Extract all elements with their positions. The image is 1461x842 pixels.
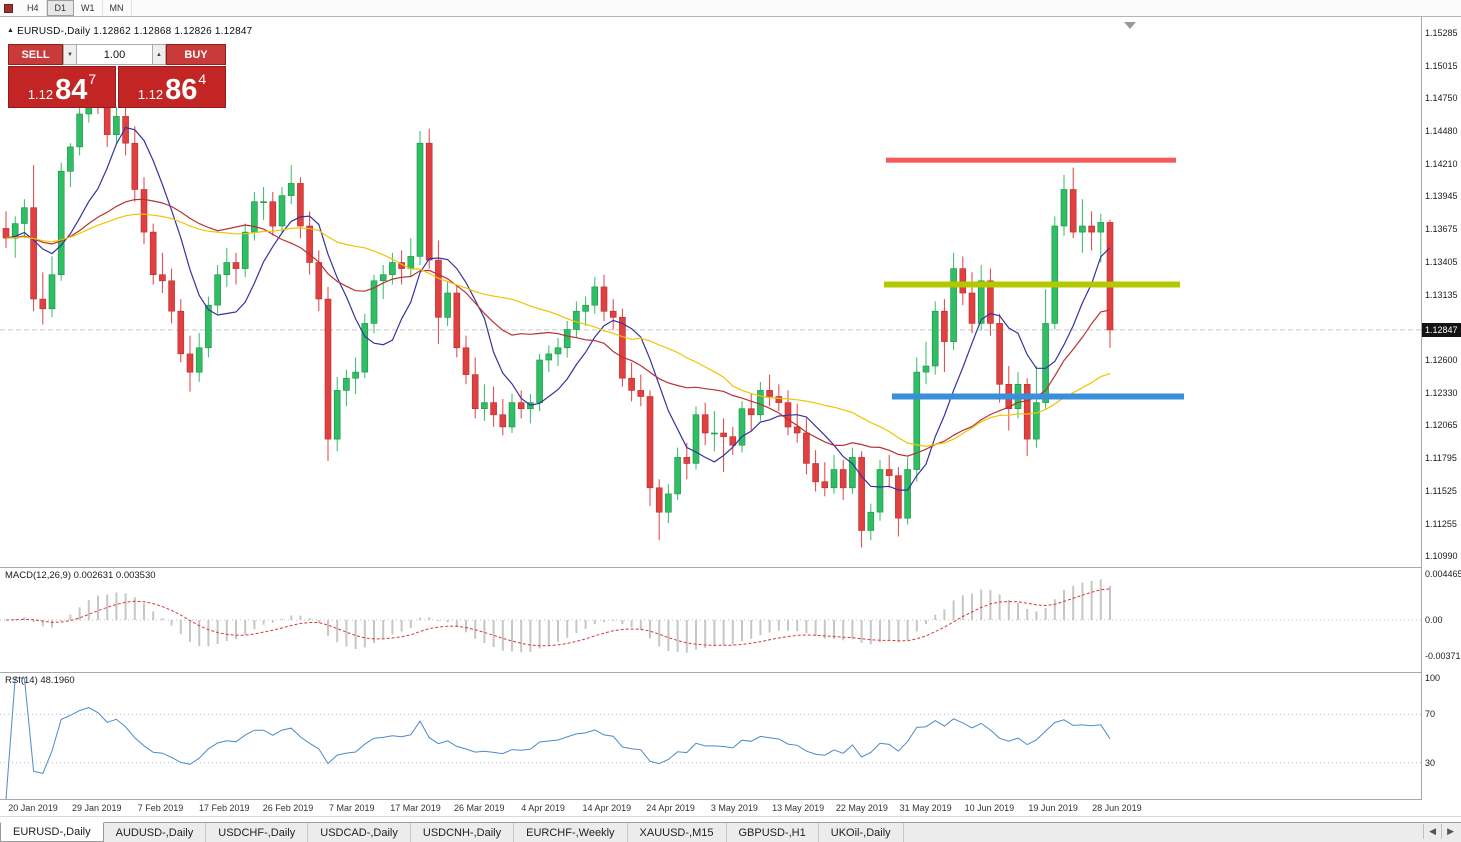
tab-scroll-right-button[interactable]: ▶: [1441, 824, 1459, 839]
tab-usdcad-daily[interactable]: USDCAD-,Daily: [308, 823, 411, 842]
tab-eurchf-weekly[interactable]: EURCHF-,Weekly: [514, 823, 628, 842]
buy-price-panel[interactable]: 1.12 86 4: [118, 66, 226, 108]
panel-separator[interactable]: [0, 799, 1461, 800]
tab-ukoil-daily[interactable]: UKOil-,Daily: [819, 823, 904, 842]
sell-price-sup: 7: [88, 71, 97, 87]
price-axis-tick: 1.13675: [1425, 224, 1458, 235]
tab-usdchf-daily[interactable]: USDCHF-,Daily: [206, 823, 309, 842]
lot-decrease-button[interactable]: ▼: [63, 44, 77, 65]
price-axis-tick: 1.15015: [1425, 60, 1458, 71]
price-axis-tick: 1.12330: [1425, 387, 1458, 398]
price-axis[interactable]: 1.15285 1.15015 1.14750 1.14480 1.14210 1.139…: [1422, 17, 1461, 816]
current-price-label: 1.12847: [1422, 322, 1461, 337]
tab-xauusd-m15[interactable]: XAUUSD-,M15: [628, 823, 727, 842]
macd-panel-canvas[interactable]: [0, 568, 1421, 677]
date-label: 19 Jun 2019: [1028, 803, 1078, 813]
tab-audusd-daily[interactable]: AUDUSD-,Daily: [104, 823, 207, 842]
chart-tab-bar: EURUSD-,Daily AUDUSD-,Daily USDCHF-,Daily U…: [0, 822, 1461, 842]
price-axis-tick: 1.14210: [1425, 158, 1458, 169]
date-label: 26 Feb 2019: [262, 803, 314, 813]
macd-header: MACD(12,26,9) 0.002631 0.003530: [5, 570, 156, 581]
lot-increase-button[interactable]: ▲: [152, 44, 166, 65]
price-axis-tick: 1.11525: [1425, 485, 1457, 496]
date-label: 17 Feb 2019: [198, 803, 250, 813]
date-label: 20 Jan 2019: [8, 803, 58, 813]
date-label: 7 Mar 2019: [329, 803, 375, 813]
date-label: 22 May 2019: [835, 803, 888, 813]
date-label: 4 Apr 2019: [521, 803, 565, 813]
date-label: 29 Jan 2019: [71, 803, 122, 813]
symbol-ohlc-text: EURUSD-,Daily 1.12862 1.12868 1.12826 1.…: [17, 26, 253, 37]
price-axis-tick: 1.12600: [1425, 354, 1458, 365]
sell-price-panel[interactable]: 1.12 84 7: [8, 66, 116, 108]
date-label: 13 May 2019: [772, 803, 825, 813]
symbol-marker-icon: ▲: [7, 27, 15, 34]
tab-scroll-controls: ◀ ▶: [1423, 824, 1459, 839]
buy-button[interactable]: BUY: [166, 44, 226, 65]
price-axis-tick: 1.11795: [1425, 452, 1457, 463]
sell-price-big: 84: [55, 74, 88, 106]
price-axis-separator: [1421, 17, 1422, 799]
timeframe-buttons: H4 D1 W1 MN: [20, 0, 132, 16]
timeframe-toolbar: H4 D1 W1 MN: [0, 0, 1461, 17]
date-label: 28 Jun 2019: [1092, 803, 1142, 813]
timeframe-button-h4[interactable]: H4: [20, 0, 47, 16]
tab-scroll-left-button[interactable]: ◀: [1423, 824, 1441, 839]
price-axis-tick: 1.15285: [1425, 28, 1458, 38]
rsi-panel-canvas[interactable]: [0, 673, 1421, 804]
macd-axis-label: 0.004465: [1425, 569, 1461, 579]
main-chart-canvas[interactable]: [0, 17, 1421, 572]
timeframe-button-d1[interactable]: D1: [46, 0, 75, 16]
lot-size-input[interactable]: [77, 44, 152, 65]
chevron-up-icon: ▲: [156, 51, 162, 58]
date-label: 24 Apr 2019: [646, 803, 695, 813]
rsi-axis-label: 100: [1425, 673, 1441, 683]
timeframe-button-mn[interactable]: MN: [103, 0, 132, 16]
rsi-axis-label: 30: [1425, 758, 1436, 768]
timeframe-button-w1[interactable]: W1: [74, 0, 103, 16]
date-label: 10 Jun 2019: [964, 803, 1015, 813]
rsi-header: RSI(14) 48.1960: [5, 675, 75, 686]
date-label: 26 Mar 2019: [454, 803, 505, 813]
buy-price-big: 86: [165, 74, 198, 106]
panel-separator[interactable]: [0, 567, 1461, 568]
date-label: 3 May 2019: [710, 803, 758, 813]
date-label: 7 Feb 2019: [137, 803, 184, 813]
buy-price-sup: 4: [198, 71, 207, 87]
price-axis-tick: 1.14750: [1425, 93, 1458, 104]
panel-separator[interactable]: [0, 672, 1461, 673]
date-label: 17 Mar 2019: [390, 803, 441, 813]
date-label: 31 May 2019: [899, 803, 952, 813]
macd-axis-label: -0.003715: [1425, 651, 1461, 661]
price-axis-tick: 1.13405: [1425, 256, 1458, 267]
separator: [0, 816, 1461, 817]
sell-price-prefix: 1.12: [27, 87, 54, 102]
date-label: 14 Apr 2019: [582, 803, 632, 813]
rsi-axis-label: 70: [1425, 709, 1436, 719]
macd-axis-label: 0.00: [1425, 615, 1443, 625]
sell-button[interactable]: SELL: [8, 44, 63, 65]
price-axis-tick: 1.10990: [1425, 551, 1458, 561]
price-axis-tick: 1.13945: [1425, 191, 1458, 202]
buy-price-prefix: 1.12: [137, 87, 164, 102]
tab-usdcnh-daily[interactable]: USDCNH-,Daily: [411, 823, 515, 842]
tab-eurusd-daily[interactable]: EURUSD-,Daily: [0, 822, 104, 842]
price-axis-tick: 1.14480: [1425, 126, 1458, 137]
price-axis-tick: 1.12065: [1425, 420, 1458, 431]
app-icon: [4, 3, 13, 13]
price-axis-tick: 1.11255: [1425, 518, 1457, 529]
chevron-down-icon: ▼: [67, 51, 73, 58]
tab-gbpusd-h1[interactable]: GBPUSD-,H1: [727, 823, 819, 842]
symbol-ohlc-header: ▲ EURUSD-,Daily 1.12862 1.12868 1.12826 1…: [7, 26, 252, 37]
price-axis-tick: 1.13135: [1425, 289, 1458, 300]
date-axis[interactable]: 20 Jan 2019 29 Jan 2019 7 Feb 2019 17 Feb 2…: [0, 800, 1421, 816]
